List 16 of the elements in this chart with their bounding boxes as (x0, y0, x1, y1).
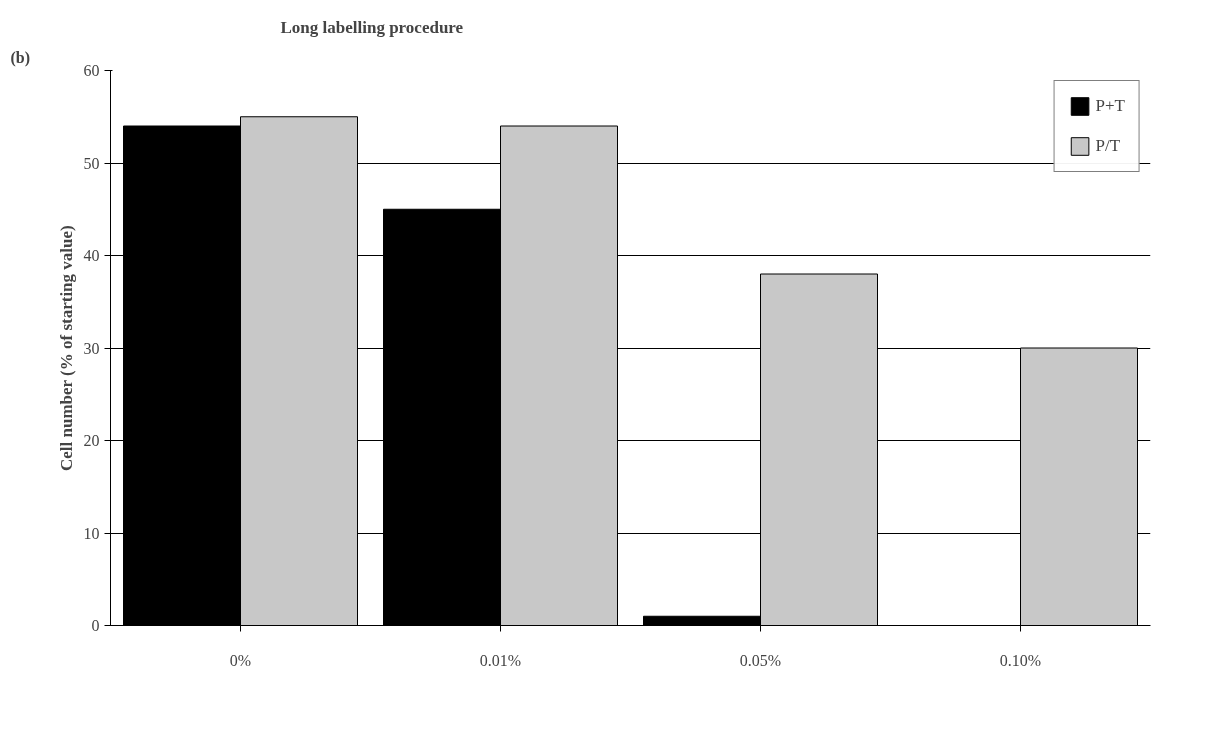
y-tick-label: 20 (83, 432, 100, 449)
x-tick-label: 0.05% (739, 651, 782, 669)
chart-title: Long labelling procedure (280, 17, 464, 37)
y-tick-label: 60 (83, 62, 100, 79)
y-tick-label: 0 (91, 617, 100, 634)
y-tick-label: 30 (83, 339, 100, 357)
x-tick-label: 0.10% (999, 651, 1042, 669)
text: (b) (10, 48, 31, 67)
y-tick-label: 40 (83, 247, 100, 264)
x-tick-label: 0% (229, 651, 252, 669)
legend-label: P+T (1095, 96, 1125, 116)
y-axis-title: Cell number (% of starting value) (56, 225, 76, 471)
legend-label: P/T (1095, 136, 1121, 156)
x-tick-label: 0.01% (479, 651, 522, 669)
y-tick-label: 10 (83, 524, 100, 542)
y-tick-label: 50 (83, 154, 100, 172)
